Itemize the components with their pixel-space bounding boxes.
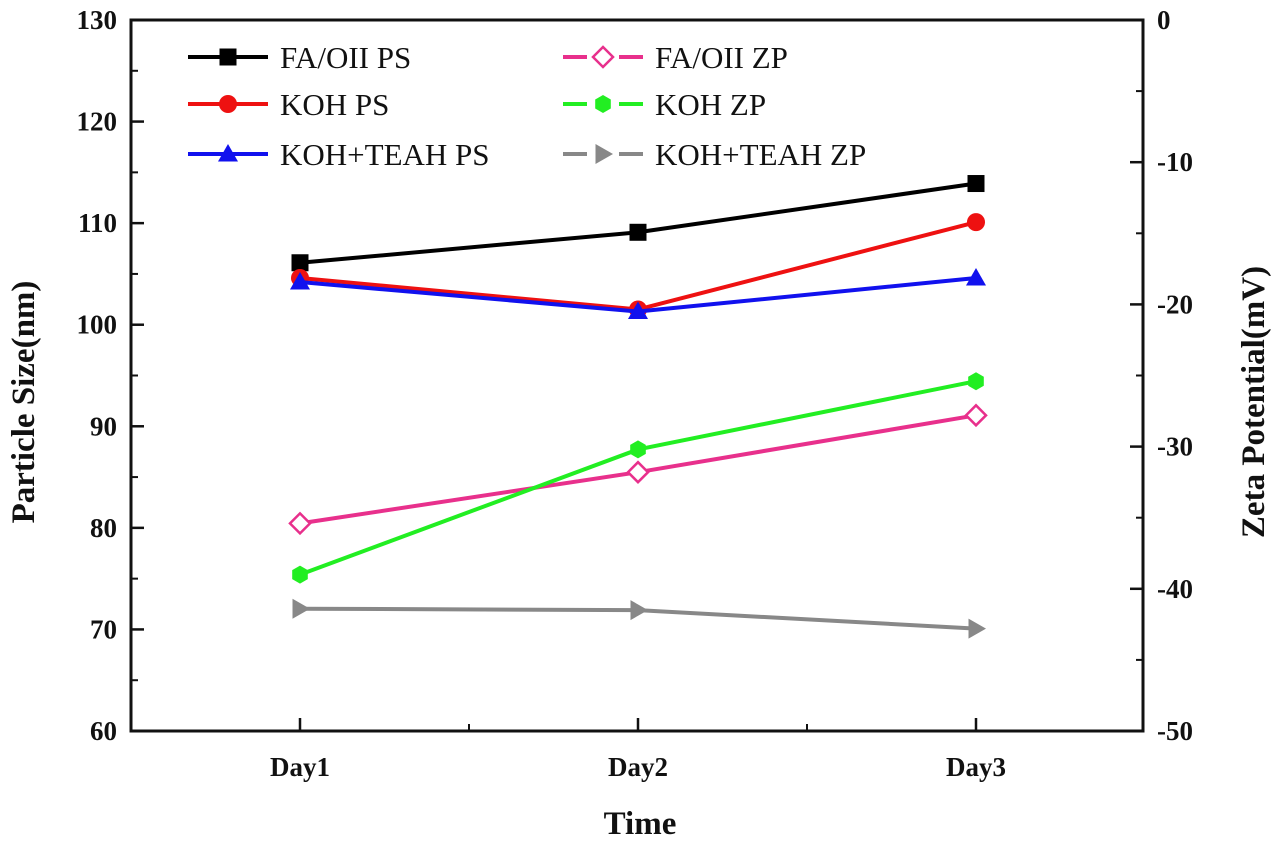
legend-swatch-marker — [595, 144, 613, 164]
legend-swatch-marker — [591, 45, 615, 69]
right-y-tick-label: -10 — [1157, 147, 1193, 177]
legend: FA/OII PS FA/OII ZP KOH PS KOH ZP KOH+TEAH P… — [188, 40, 866, 172]
data-point-koh-teah-zp — [630, 600, 648, 621]
right-y-tick-label: -40 — [1157, 574, 1193, 604]
left-y-axis-title: Particle Size(nm) — [6, 281, 42, 524]
left-y-tick-label: 110 — [78, 208, 117, 238]
left-y-tick-label: 90 — [90, 411, 117, 441]
legend-swatch-marker — [219, 95, 237, 113]
left-y-tick-label: 70 — [90, 614, 117, 644]
data-point-koh-teah-ps — [290, 272, 310, 290]
legend-label: KOH ZP — [655, 87, 766, 122]
x-tick-label: Day3 — [946, 752, 1006, 782]
legend-item-fa-oh-ps: FA/OII PS — [188, 40, 411, 75]
left-y-tick-label: 130 — [77, 5, 118, 35]
plot-area-frame — [129, 18, 1145, 733]
series-fa-oh-ps — [291, 175, 985, 272]
data-point-koh-ps — [967, 213, 985, 232]
legend-item-fa-oh-zp: FA/OII ZP — [563, 40, 788, 75]
legend-label: FA/OII PS — [280, 40, 411, 75]
data-point-koh-teah-zp — [292, 598, 310, 619]
data-point-fa-oh-zp — [964, 403, 988, 428]
series-koh-zp — [292, 372, 984, 584]
series-line-fa-oh-ps — [299, 181, 977, 265]
x-tick-label: Day2 — [608, 752, 668, 782]
series-koh-teah-ps — [290, 267, 986, 320]
legend-item-koh-zp: KOH ZP — [563, 87, 766, 122]
left-y-tick-label: 60 — [90, 716, 117, 746]
data-point-koh-zp — [968, 372, 984, 391]
legend-swatch-marker — [218, 144, 238, 162]
left-y-tick-label: 100 — [77, 310, 118, 340]
series-layer — [288, 175, 988, 639]
right-y-tick-label: -20 — [1157, 289, 1193, 319]
ticks-layer: 60 70 80 90 100 110 120 130 -50 -40 -30 -20 -10 0 Day1… — [77, 5, 1194, 782]
legend-item-koh-teah-zp: KOH+TEAH ZP — [563, 137, 866, 172]
data-point-koh-teah-ps — [628, 301, 648, 320]
left-y-tick-label: 80 — [90, 513, 117, 543]
data-point-fa-oh-zp — [288, 511, 312, 536]
right-y-tick-label: -30 — [1157, 432, 1193, 462]
data-point-koh-teah-zp — [968, 618, 986, 639]
right-y-tick-label: 0 — [1157, 5, 1171, 35]
data-point-fa-oh-zp — [626, 460, 650, 484]
series-fa-oh-zp — [288, 403, 988, 536]
legend-item-koh-teah-ps: KOH+TEAH PS — [188, 137, 490, 172]
right-y-axis-title: Zeta Potential(mV) — [1236, 266, 1272, 538]
data-point-koh-zp — [630, 440, 646, 459]
data-point-koh-teah-ps — [966, 267, 986, 286]
legend-label: KOH PS — [280, 87, 389, 122]
data-point-fa-oh-ps — [291, 254, 309, 272]
data-point-fa-oh-ps — [629, 223, 647, 241]
legend-label: FA/OII ZP — [655, 40, 788, 75]
series-koh-teah-zp — [292, 598, 986, 639]
legend-label: KOH+TEAH ZP — [655, 137, 866, 172]
data-point-koh-zp — [292, 565, 308, 584]
legend-item-koh-ps: KOH PS — [188, 87, 389, 122]
x-axis-title: Time — [604, 806, 677, 842]
legend-swatch-marker — [219, 48, 237, 66]
legend-swatch-marker — [595, 95, 611, 113]
data-point-fa-oh-ps — [967, 175, 985, 193]
legend-label: KOH+TEAH PS — [280, 137, 490, 172]
left-y-tick-label: 120 — [77, 107, 118, 137]
x-tick-label: Day1 — [270, 752, 330, 782]
right-y-tick-label: -50 — [1157, 716, 1193, 746]
